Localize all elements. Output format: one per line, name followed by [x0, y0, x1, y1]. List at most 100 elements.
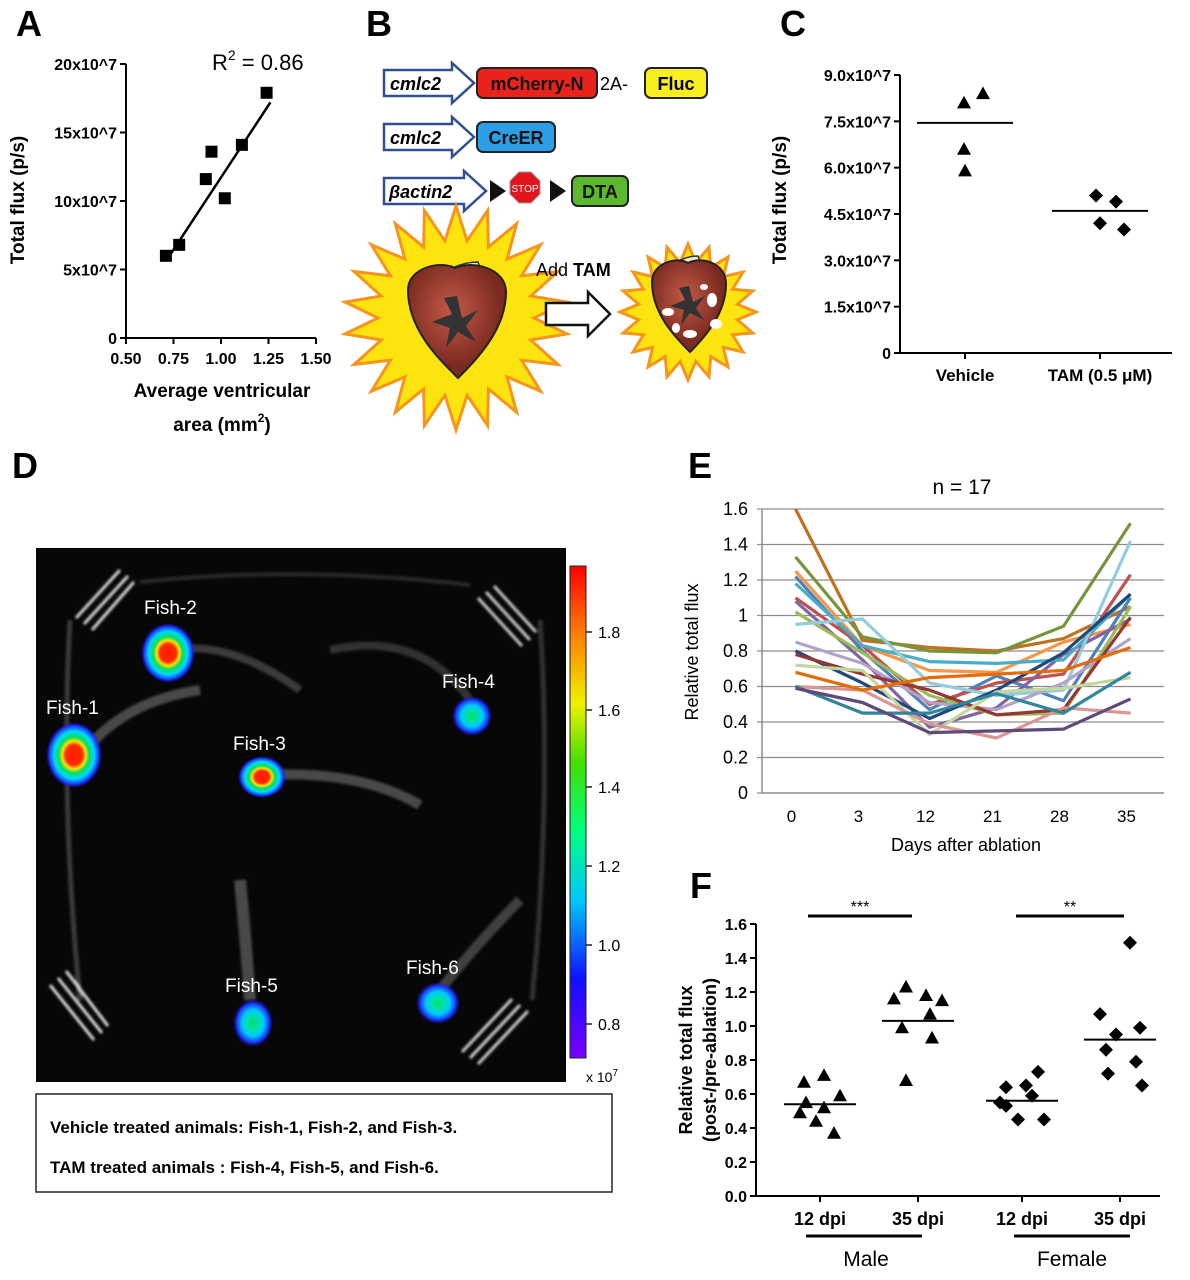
treatment-legend-box — [35, 1093, 613, 1193]
x-tick-label: 0 — [787, 807, 796, 826]
stop-label: STOP — [511, 184, 538, 195]
data-point-triangle — [919, 988, 933, 1001]
treatment-arrow-icon — [544, 288, 612, 340]
data-point-diamond — [1025, 1088, 1039, 1103]
data-point-diamond — [1123, 935, 1137, 950]
data-point-triangle — [958, 163, 972, 177]
data-point-triangle — [925, 1030, 939, 1044]
group-label-male: Male — [843, 1248, 889, 1271]
panel-a: A R2 = 0.86 Total flux (p/s) Average ven… — [8, 3, 332, 436]
series-line — [795, 637, 1132, 712]
y-tick-label: 0 — [108, 331, 117, 348]
x-tick-label: 0.50 — [110, 351, 141, 368]
series-line — [794, 573, 1132, 706]
color-scale-tick-label: 1.4 — [598, 780, 620, 797]
data-point-diamond — [1133, 1020, 1147, 1035]
fish-2-label: Fish-2 — [144, 598, 197, 619]
fish-2-signal — [141, 623, 195, 683]
data-point-triangle — [923, 1007, 937, 1020]
panel-f-y-axis-label-line2: (post-/pre-ablation) — [700, 978, 720, 1142]
color-scale-tick-label: 1.0 — [598, 938, 620, 955]
color-scale-tick-label: 1.8 — [598, 625, 620, 642]
data-point — [173, 238, 186, 251]
x-tick-label: Vehicle — [936, 366, 995, 385]
panel-letter-e: E — [688, 445, 712, 486]
fish-3-signal — [238, 756, 286, 798]
y-tick-label: 7.5x10^7 — [824, 114, 891, 131]
legend-vehicle-line: Vehicle treated animals: Fish-1, Fish-2,… — [50, 1118, 457, 1137]
series-line — [794, 670, 1132, 715]
significance-female: ** — [1064, 899, 1076, 916]
promoter-arrow-2 — [382, 114, 476, 160]
add-tam-label: Add TAM — [536, 260, 611, 280]
y-tick-label: 9.0x10^7 — [824, 68, 891, 85]
group-label-female: Female — [1037, 1248, 1107, 1271]
panel-a-x-axis-label-line1: Average ventricular — [134, 381, 311, 402]
series-line — [795, 686, 1132, 735]
data-point-diamond — [1109, 1027, 1123, 1042]
r-squared-label: R2 = 0.86 — [212, 47, 304, 75]
creer-box — [476, 121, 556, 153]
panel-f: F Relative total flux (post-/pre-ablatio… — [676, 865, 1160, 1271]
x-tick-label: 1.25 — [253, 351, 284, 368]
color-scale-unit: x 107 — [586, 1068, 618, 1085]
data-point-diamond — [1109, 194, 1123, 209]
y-tick-label: 1.2 — [723, 570, 748, 590]
y-tick-label: 3.0x10^7 — [824, 253, 891, 270]
heart-icon-ablated — [650, 255, 728, 354]
fish-6-label: Fish-6 — [406, 958, 459, 979]
panel-e-y-axis-label: Relative total flux — [682, 583, 702, 720]
data-point-triangle — [817, 1068, 831, 1081]
fluc-label: Fluc — [657, 74, 694, 94]
color-scale-tick-label: 1.2 — [598, 859, 620, 876]
color-scale-tick-label: 0.8 — [598, 1017, 620, 1034]
y-tick-label: 1.0 — [725, 1019, 747, 1036]
panel-a-y-axis-label: Total flux (p/s) — [8, 136, 29, 264]
y-tick-label: 0.0 — [725, 1189, 747, 1206]
dta-label: DTA — [582, 182, 618, 202]
x-tick-label: 0.75 — [158, 351, 189, 368]
y-tick-label: 1.6 — [725, 917, 747, 934]
fish-5-label: Fish-5 — [225, 976, 278, 997]
y-tick-label: 0.8 — [723, 641, 748, 661]
data-point-triangle — [833, 1088, 847, 1102]
color-scale-ticks: 1.8 1.6 1.4 1.2 1.0 0.8 — [586, 625, 620, 1034]
data-point-diamond — [1031, 1064, 1045, 1079]
data-point-diamond — [1089, 188, 1103, 203]
data-point-triangle — [887, 991, 901, 1005]
panel-c-y-axis-label: Total flux (p/s) — [770, 136, 791, 264]
fish-6-signal — [416, 982, 460, 1024]
panel-e-title: n = 17 — [933, 476, 992, 499]
panel-letter-c: C — [780, 3, 806, 44]
panel-a-x-axis-label-line2: area (mm2) — [173, 411, 271, 436]
data-point-diamond — [1101, 1066, 1115, 1081]
data-point-triangle — [957, 142, 971, 155]
y-tick-label: 10x10^7 — [54, 194, 117, 211]
data-point — [218, 192, 231, 205]
y-tick-label: 0.6 — [723, 677, 748, 697]
y-tick-label: 20x10^7 — [54, 57, 117, 74]
data-point-triangle — [793, 1105, 807, 1119]
y-tick-label: 1 — [738, 606, 748, 626]
panel-letter-b: B — [366, 3, 392, 44]
data-point-diamond — [999, 1098, 1013, 1113]
data-point-triangle — [817, 1100, 831, 1114]
panel-d: D Fish-2 Fish-1 Fish-3 Fis — [12, 445, 620, 1193]
panel-c: C Total flux (p/s) 0 1.5x10^7 3.0x10^7 4.5x… — [770, 3, 1172, 385]
y-tick-label: 6.0x10^7 — [824, 161, 891, 178]
significance-male: *** — [851, 899, 870, 916]
fish-4-signal — [452, 696, 492, 736]
panel-letter-f: F — [690, 865, 712, 906]
data-point — [199, 173, 212, 186]
y-tick-label: 1.4 — [723, 535, 748, 555]
x-tick-label: 35 — [1117, 807, 1136, 826]
y-tick-label: 0 — [738, 783, 748, 803]
y-tick-label: 0.4 — [725, 1121, 747, 1138]
data-point-diamond — [1019, 1078, 1033, 1093]
x-tick-label: 1.00 — [205, 351, 236, 368]
series-line — [795, 663, 1131, 737]
y-tick-label: 0 — [882, 346, 891, 363]
data-point-diamond — [1037, 1112, 1051, 1127]
promoter-arrow-1 — [382, 60, 476, 106]
data-point-diamond — [1117, 222, 1131, 237]
